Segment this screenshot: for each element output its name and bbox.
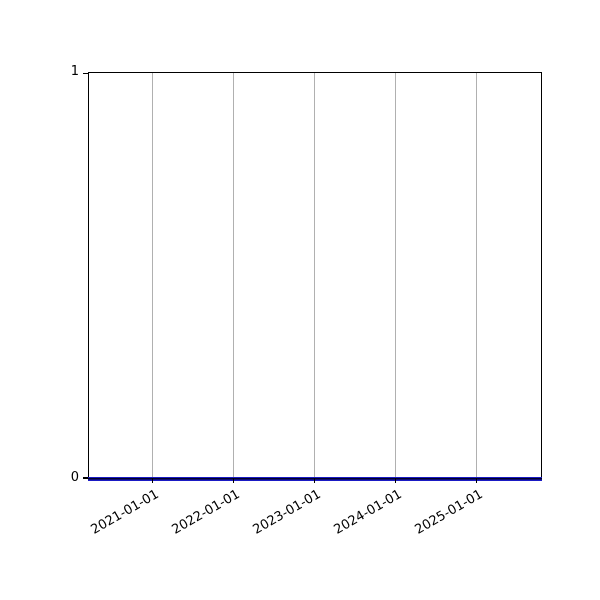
x-tick-mark xyxy=(476,478,478,483)
y-tick-label-0: 0 xyxy=(70,470,79,485)
x-tick-label: 2024-01-01 xyxy=(331,487,405,538)
plot-area xyxy=(83,72,542,483)
x-tick-label: 2021-01-01 xyxy=(88,487,162,538)
gridline xyxy=(395,73,396,478)
x-tick-label: 2022-01-01 xyxy=(169,487,243,538)
x-tick-mark xyxy=(152,478,154,483)
x-tick-mark xyxy=(395,478,397,483)
gridline xyxy=(314,73,315,478)
x-tick-mark xyxy=(314,478,316,483)
x-tick-label: 2025-01-01 xyxy=(412,487,486,538)
x-tick-label: 2023-01-01 xyxy=(250,487,324,538)
y-tick-mark xyxy=(83,477,88,479)
gridline xyxy=(476,73,477,478)
gridline xyxy=(152,73,153,478)
gridline xyxy=(233,73,234,478)
x-tick-mark xyxy=(233,478,235,483)
y-tick-label-1: 1 xyxy=(70,64,79,79)
y-tick-mark xyxy=(83,72,88,74)
